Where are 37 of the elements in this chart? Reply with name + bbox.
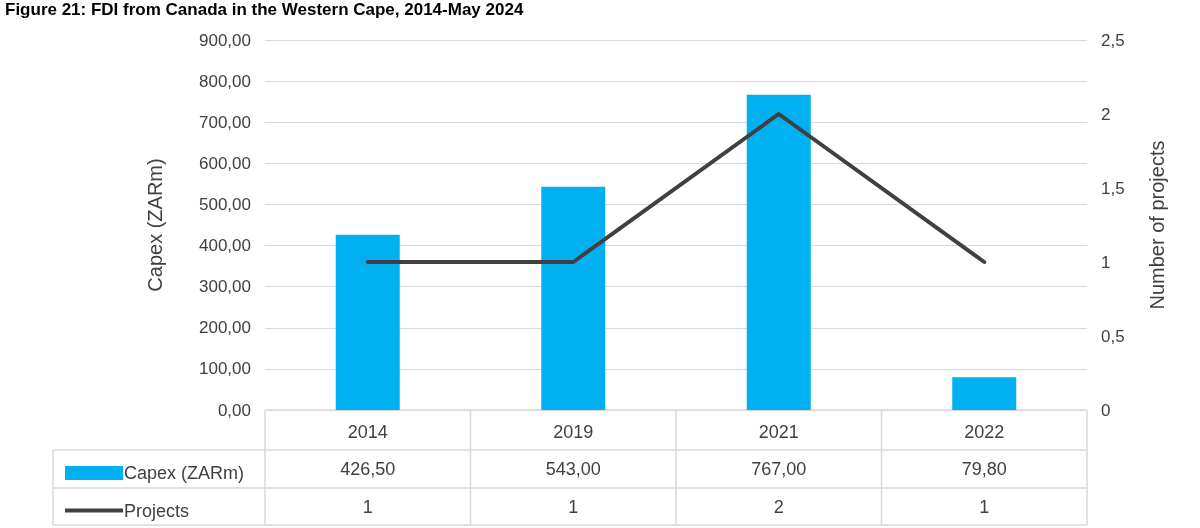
y2-axis-title: Number of projects (1146, 140, 1168, 310)
x-tick-label: 2014 (347, 422, 388, 442)
data-label: 1 (568, 496, 579, 517)
x-tick-label: 2021 (758, 422, 799, 442)
y-axis-title: Capex (ZARm) (144, 158, 166, 292)
data-label: 79,80 (961, 459, 1007, 479)
x-tick-label: 2019 (553, 422, 594, 442)
y2-tick-label: 0 (1101, 400, 1111, 420)
bar (952, 377, 1017, 410)
data-label: 767,00 (751, 459, 807, 479)
data-label: 1 (979, 496, 990, 517)
y2-tick-label: 0,5 (1101, 326, 1125, 346)
chart-title: Figure 21: FDI from Canada in the Western Cape, 2014-May 2024 (5, 0, 524, 19)
data-label: 1 (362, 496, 373, 517)
y-tick-label: 700,00 (199, 112, 251, 132)
y-tick-label: 500,00 (199, 194, 251, 214)
bar (541, 186, 606, 410)
y-tick-label: 100,00 (199, 359, 251, 379)
data-label: 543,00 (545, 459, 601, 479)
x-tick-label: 2022 (964, 422, 1005, 442)
y2-tick-label: 2,5 (1101, 30, 1125, 50)
y-tick-label: 600,00 (199, 153, 251, 173)
legend-label: Projects (124, 500, 190, 521)
y-tick-label: 200,00 (199, 318, 251, 338)
y2-tick-label: 1,5 (1101, 178, 1125, 198)
bar (335, 234, 400, 410)
y2-tick-label: 1 (1101, 252, 1111, 272)
data-label: 426,50 (340, 459, 396, 479)
y-tick-label: 900,00 (199, 30, 251, 50)
data-label: 2 (773, 496, 784, 517)
y2-tick-label: 2 (1101, 104, 1111, 124)
y-tick-label: 300,00 (199, 277, 251, 297)
legend-label: Capex (ZARm) (124, 463, 245, 483)
y-tick-label: 0,00 (217, 400, 251, 420)
y-tick-label: 400,00 (199, 236, 251, 256)
y-tick-label: 800,00 (199, 71, 251, 91)
bar (746, 94, 811, 410)
